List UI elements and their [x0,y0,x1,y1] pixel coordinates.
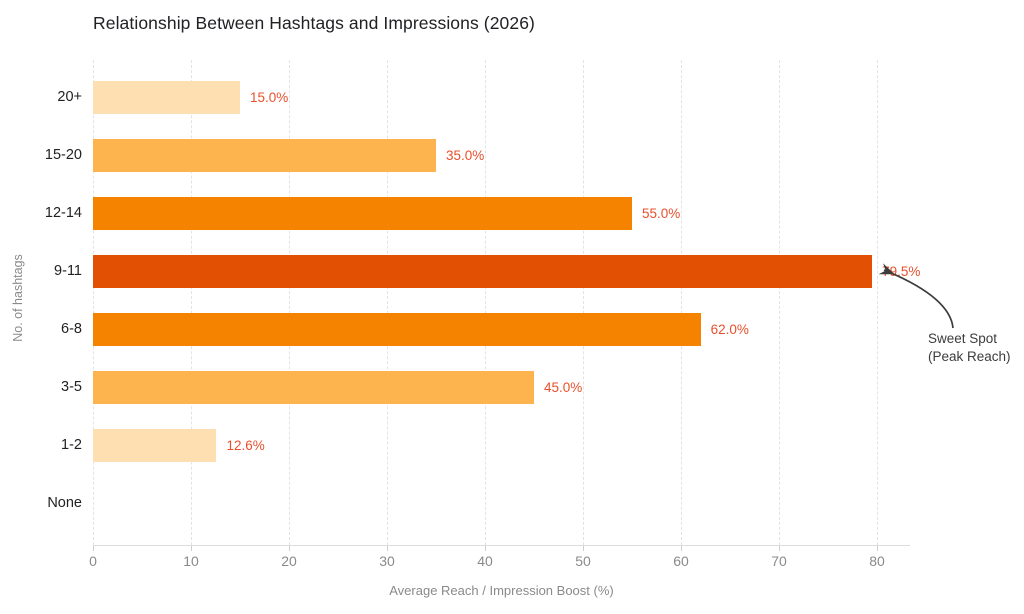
gridline-70 [779,60,780,545]
x-tick-label-30: 30 [379,553,395,569]
category-label-6-8: 6-8 [61,321,82,337]
gridline-40 [485,60,486,545]
x-tick-40 [485,546,486,551]
x-tick-60 [681,546,682,551]
bar-15-20 [93,138,436,172]
gridline-50 [583,60,584,545]
x-tick-80 [877,546,878,551]
x-tick-30 [387,546,388,551]
y-axis-title: No. of hashtags [11,254,25,342]
value-label-3-5: 45.0% [544,379,583,395]
category-label-12-14: 12-14 [44,205,82,221]
category-label-15-20: 15-20 [44,147,82,163]
gridline-20 [289,60,290,545]
x-tick-label-80: 80 [869,553,885,569]
category-label-9-11: 9-11 [54,263,82,279]
gridline-10 [191,60,192,545]
category-label-1-2: 1-2 [61,437,82,453]
x-tick-label-60: 60 [673,553,689,569]
value-label-15-20: 35.0% [446,147,485,163]
x-tick-0 [93,546,94,551]
annotation-sweet-spot: Sweet Spot (Peak Reach) [928,330,1011,366]
value-label-12-14: 55.0% [642,205,681,221]
bar-20- [93,80,240,114]
bar-3-5 [93,370,534,404]
annotation-line2: (Peak Reach) [928,349,1011,365]
annotation-line1: Sweet Spot [928,331,998,346]
gridline-30 [387,60,388,545]
gridline-60 [681,60,682,545]
gridline-80 [877,60,878,545]
x-tick-label-40: 40 [477,553,493,569]
category-label-none: None [47,495,82,511]
x-tick-label-20: 20 [281,553,297,569]
x-tick-label-0: 0 [89,553,97,569]
x-axis-title: Average Reach / Impression Boost (%) [389,583,614,598]
x-tick-label-70: 70 [771,553,787,569]
x-tick-70 [779,546,780,551]
value-label-1-2: 12.6% [226,437,265,453]
bar-1-2 [93,428,217,462]
x-tick-10 [191,546,192,551]
chart-title: Relationship Between Hashtags and Impres… [93,13,535,33]
gridline-0 [93,60,94,545]
value-label-20-: 15.0% [250,89,289,105]
x-tick-label-10: 10 [183,553,199,569]
category-label-3-5: 3-5 [61,379,82,395]
x-axis-line [93,545,910,546]
bar-12-14 [93,196,632,230]
annotation-arrow-icon [878,263,954,329]
x-tick-label-50: 50 [575,553,591,569]
x-tick-20 [289,546,290,551]
bar-6-8 [93,312,701,346]
category-label-20-: 20+ [57,89,82,105]
x-tick-50 [583,546,584,551]
value-label-6-8: 62.0% [710,321,749,337]
bar-9-11 [93,254,873,288]
